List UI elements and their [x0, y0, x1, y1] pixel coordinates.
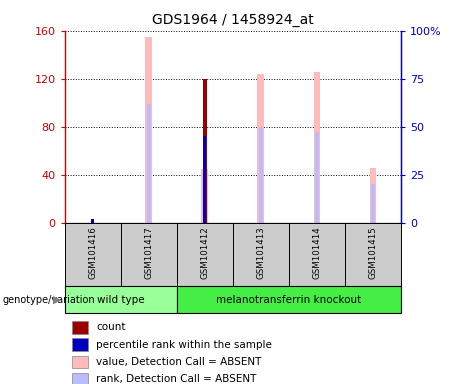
Bar: [201, 169, 208, 223]
Bar: [65, 223, 121, 286]
Bar: [203, 136, 206, 223]
Bar: [233, 223, 289, 286]
Bar: [315, 132, 319, 223]
Bar: [258, 74, 264, 223]
Text: rank, Detection Call = ABSENT: rank, Detection Call = ABSENT: [96, 374, 257, 384]
Bar: [203, 79, 207, 223]
Bar: [177, 286, 401, 313]
Text: percentile rank within the sample: percentile rank within the sample: [96, 339, 272, 349]
Bar: [72, 373, 89, 384]
Bar: [91, 219, 95, 223]
Bar: [91, 219, 94, 223]
Text: count: count: [96, 322, 126, 332]
Text: GSM101414: GSM101414: [313, 226, 321, 279]
Bar: [72, 338, 89, 351]
Bar: [259, 127, 263, 223]
Text: genotype/variation: genotype/variation: [2, 295, 95, 305]
Text: wild type: wild type: [97, 295, 144, 305]
Text: GSM101413: GSM101413: [256, 226, 266, 279]
Bar: [345, 223, 401, 286]
Text: GSM101416: GSM101416: [88, 226, 97, 279]
Bar: [65, 286, 177, 313]
Bar: [371, 184, 375, 223]
Text: GSM101412: GSM101412: [200, 226, 209, 279]
Text: GSM101415: GSM101415: [368, 226, 378, 279]
Bar: [72, 321, 89, 334]
Bar: [370, 167, 376, 223]
Text: melanotransferrin knockout: melanotransferrin knockout: [216, 295, 361, 305]
Text: GSM101417: GSM101417: [144, 226, 153, 279]
Bar: [72, 356, 89, 368]
Bar: [313, 71, 320, 223]
Bar: [145, 37, 152, 223]
Bar: [289, 223, 345, 286]
Bar: [177, 223, 233, 286]
Text: ▶: ▶: [53, 295, 62, 305]
Text: value, Detection Call = ABSENT: value, Detection Call = ABSENT: [96, 357, 262, 367]
Bar: [147, 104, 151, 223]
Title: GDS1964 / 1458924_at: GDS1964 / 1458924_at: [152, 13, 313, 27]
Bar: [121, 223, 177, 286]
